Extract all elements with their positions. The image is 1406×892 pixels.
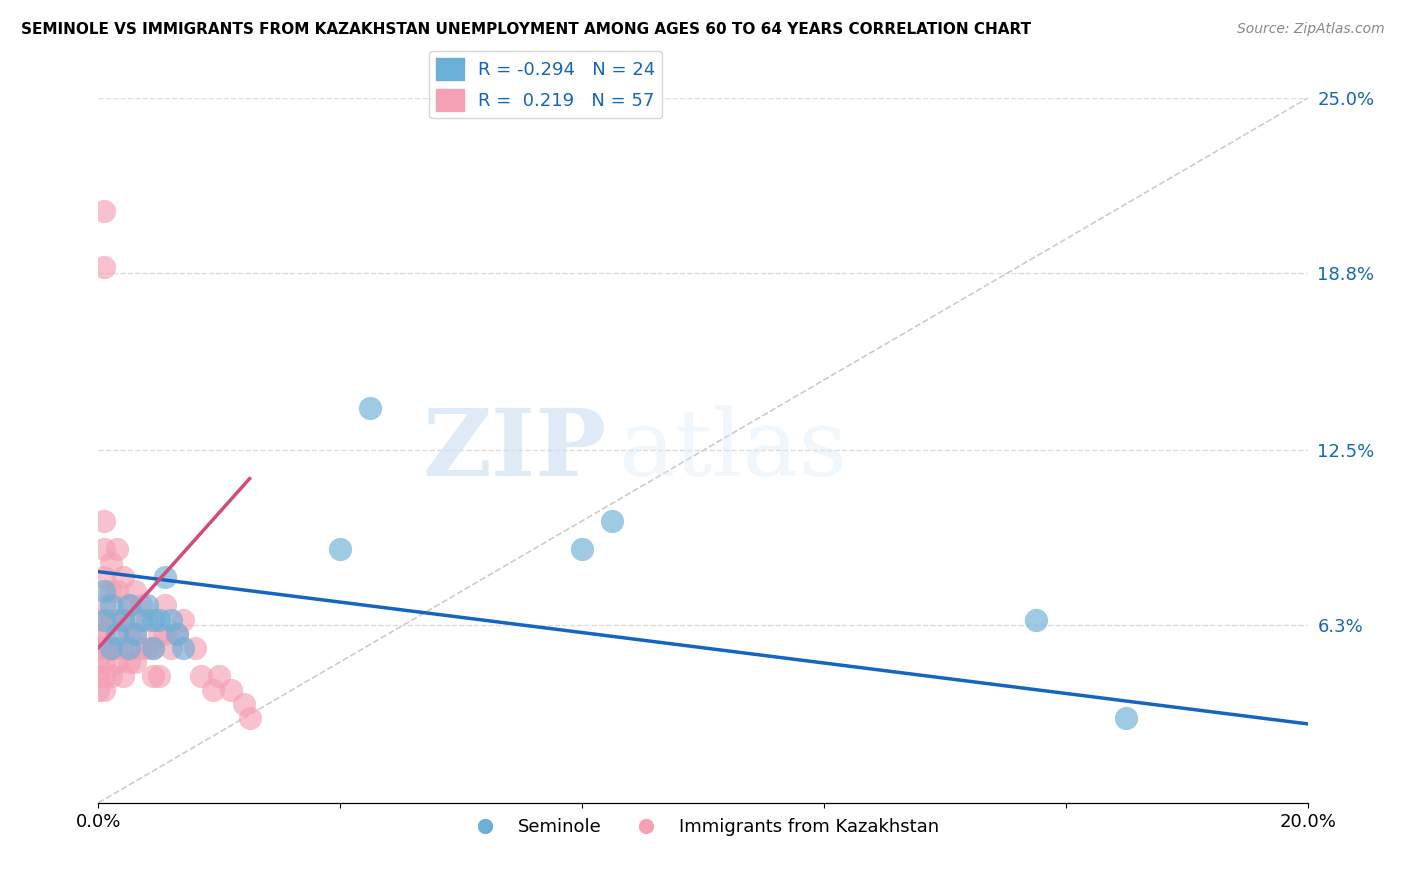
Point [100,640,122,655]
Point [124,626,146,640]
Point [93,683,115,698]
Point [166,626,188,640]
Point [100,613,122,627]
Point [100,556,122,570]
Point [239,711,262,725]
Point [93,599,115,613]
Point [111,570,134,584]
Point [172,613,194,627]
Point [87,669,110,683]
Point [118,655,141,669]
Point [153,570,176,584]
Point [111,669,134,683]
Point [129,640,152,655]
Text: Source: ZipAtlas.com: Source: ZipAtlas.com [1237,22,1385,37]
Point [105,640,128,655]
Point [1024,613,1046,627]
Point [135,599,157,613]
Point [93,655,115,669]
Point [118,640,141,655]
Point [360,401,382,416]
Point [153,599,176,613]
Point [93,542,115,557]
Point [129,613,152,627]
Point [148,613,170,627]
Point [148,626,170,640]
Point [100,640,122,655]
Point [93,260,115,275]
Point [87,655,110,669]
Point [602,514,624,528]
Point [1115,711,1137,725]
Point [208,669,231,683]
Text: atlas: atlas [619,406,848,495]
Point [232,697,254,711]
Point [184,640,207,655]
Point [118,599,141,613]
Point [153,626,176,640]
Point [329,542,352,557]
Point [142,640,165,655]
Point [166,626,188,640]
Point [190,669,212,683]
Point [142,640,165,655]
Point [135,640,157,655]
Point [100,584,122,599]
Point [93,514,115,528]
Point [118,599,141,613]
Point [87,640,110,655]
Point [160,640,183,655]
Point [93,584,115,599]
Point [142,613,165,627]
Point [142,669,165,683]
Point [93,626,115,640]
Point [105,626,128,640]
Text: SEMINOLE VS IMMIGRANTS FROM KAZAKHSTAN UNEMPLOYMENT AMONG AGES 60 TO 64 YEARS CO: SEMINOLE VS IMMIGRANTS FROM KAZAKHSTAN U… [21,22,1031,37]
Point [148,669,170,683]
Point [87,626,110,640]
Point [160,613,183,627]
Point [93,613,115,627]
Point [100,669,122,683]
Point [571,542,593,557]
Point [105,584,128,599]
Point [111,613,134,627]
Legend: Seminole, Immigrants from Kazakhstan: Seminole, Immigrants from Kazakhstan [460,811,946,843]
Point [105,613,128,627]
Point [105,655,128,669]
Point [124,655,146,669]
Point [87,683,110,698]
Point [111,640,134,655]
Point [172,640,194,655]
Point [105,542,128,557]
Point [93,669,115,683]
Point [118,626,141,640]
Text: ZIP: ZIP [422,406,606,495]
Point [93,570,115,584]
Point [202,683,225,698]
Point [124,584,146,599]
Point [129,599,152,613]
Point [93,613,115,627]
Point [111,613,134,627]
Point [124,626,146,640]
Point [93,203,115,218]
Point [93,640,115,655]
Point [221,683,243,698]
Point [135,613,157,627]
Point [100,599,122,613]
